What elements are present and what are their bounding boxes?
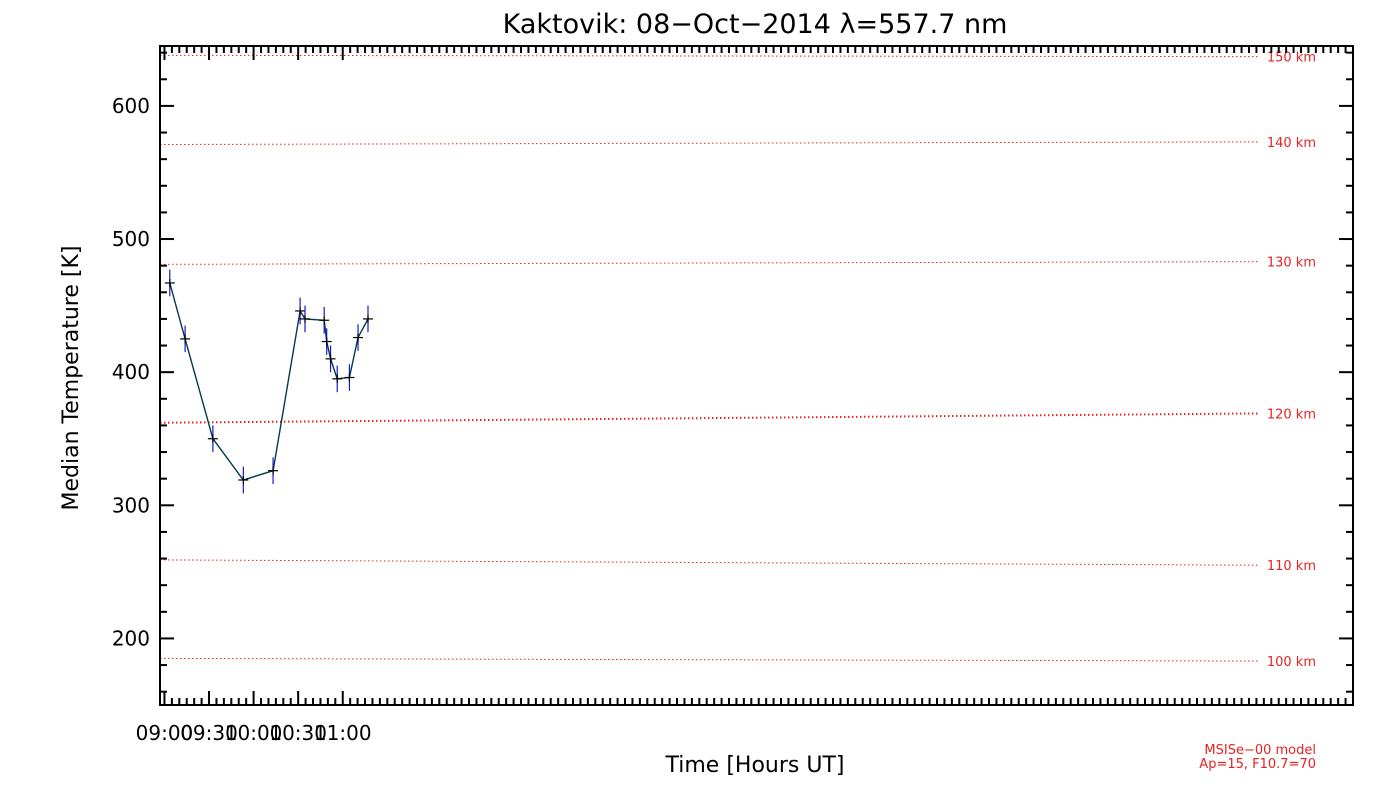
y-tick-label: 300 <box>112 493 150 517</box>
model-note-line-1: MSISe−00 model <box>1204 743 1316 758</box>
msis-line-130-km <box>159 261 1259 265</box>
msis-line-120-km <box>159 412 1259 424</box>
msis-line-140-km <box>159 141 1259 146</box>
msis-altitude-labels: 150 km 140 km 130 km 120 km 110 km 100 km <box>1267 51 1316 670</box>
x-tick-label: 10:00 <box>225 721 283 745</box>
chart-title: Kaktovik: 08−Oct−2014 λ=557.7 nm <box>503 9 1008 40</box>
series-layer <box>164 269 373 494</box>
y-tick-label: 600 <box>112 94 150 118</box>
msis-line-100-km <box>159 657 1259 662</box>
x-tick-label: 11:00 <box>314 721 372 745</box>
msis-label-130-km: 130 km <box>1267 256 1316 271</box>
x-tick-label: 09:00 <box>136 721 194 745</box>
msis-label-150-km: 150 km <box>1267 51 1316 66</box>
series-line <box>169 282 369 481</box>
msis-label-120-km: 120 km <box>1267 407 1316 422</box>
msis-label-100-km: 100 km <box>1267 655 1316 670</box>
axis-ticks <box>160 46 1353 705</box>
y-tick-label: 200 <box>112 626 150 650</box>
plot-frame <box>159 45 1354 706</box>
msis-altitude-lines <box>159 54 1259 662</box>
msis-line-110-km <box>159 559 1259 566</box>
y-tick-label: 400 <box>112 360 150 384</box>
x-axis-label: Time [Hours UT] <box>665 753 845 778</box>
x-tick-label: 10:30 <box>269 721 327 745</box>
msis-label-140-km: 140 km <box>1267 136 1316 151</box>
model-note-line-2: Ap=15, F10.7=70 <box>1199 757 1316 772</box>
msis-label-110-km: 110 km <box>1267 559 1316 574</box>
x-tick-label: 09:30 <box>180 721 238 745</box>
msis-line-150-km <box>159 54 1259 58</box>
y-axis-label: Median Temperature [K] <box>59 246 84 511</box>
y-tick-label: 500 <box>112 227 150 251</box>
